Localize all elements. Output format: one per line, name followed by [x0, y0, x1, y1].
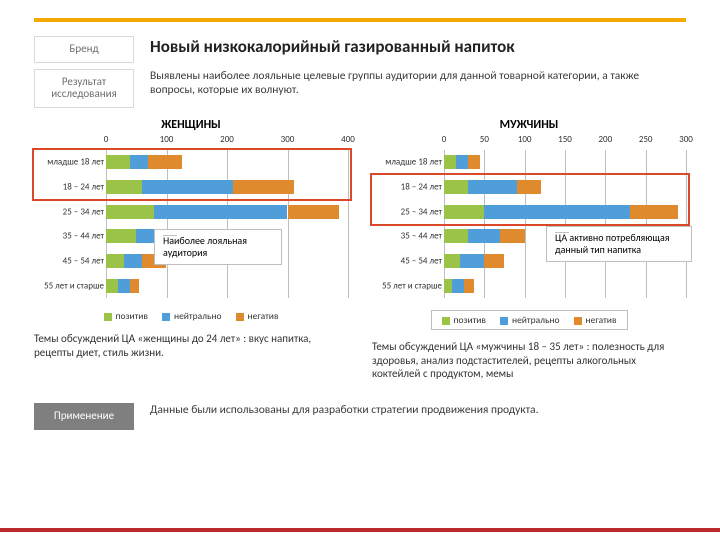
accent-bottom [0, 528, 720, 532]
category-label: 55 лет и старше [372, 281, 442, 290]
legend-item: нейтрально [500, 314, 560, 326]
callout: Наиболее лояльная аудитория [154, 229, 282, 265]
bar-segment-neu [118, 279, 130, 293]
bar-segment-neu [142, 180, 233, 194]
axis-tick: 50 [480, 134, 489, 145]
women-legend: позитив нейтрально негатив [34, 310, 348, 322]
legend-item: нейтрально [162, 310, 222, 322]
category-label: 45 – 54 лет [34, 256, 104, 265]
bar-segment-neu [154, 205, 287, 219]
bar-row [444, 155, 686, 169]
bar-segment-neg [468, 155, 480, 169]
bar-segment-neu [468, 229, 500, 243]
category-label: 35 – 44 лет [372, 232, 442, 241]
axis-tick: 200 [220, 134, 234, 145]
bar-row [106, 155, 348, 169]
bar-segment-neg [484, 254, 504, 268]
axis-tick: 0 [442, 134, 447, 145]
bar-segment-pos [106, 254, 124, 268]
men-title: МУЖЧИНЫ [372, 118, 686, 132]
category-label: 18 – 24 лет [34, 182, 104, 191]
bar-segment-neu [456, 155, 468, 169]
bar-segment-pos [444, 155, 456, 169]
legend-item: позитив [104, 310, 148, 322]
axis-tick: 200 [598, 134, 612, 145]
women-chart: ЖЕНЩИНЫ 0100200300400младше 18 лет18 – 2… [34, 118, 348, 381]
category-label: 25 – 34 лет [34, 207, 104, 216]
legend-item: негатив [236, 310, 279, 322]
men-discussion: Темы обсуждений ЦА «мужчины 18 – 35 лет»… [372, 340, 686, 381]
bar-segment-neu [460, 254, 484, 268]
axis-tick: 150 [558, 134, 572, 145]
bar-segment-neu [484, 205, 629, 219]
bar-row [444, 205, 686, 219]
application-text: Данные были использованы для разработки … [150, 403, 538, 417]
brand-label: Бренд [34, 36, 134, 63]
bar-segment-pos [106, 180, 142, 194]
men-legend: позитив нейтрально негатив [431, 310, 628, 330]
category-label: 45 – 54 лет [372, 256, 442, 265]
bar-segment-neg [233, 180, 294, 194]
women-discussion: Темы обсуждений ЦА «женщины до 24 лет» :… [34, 332, 348, 360]
axis-tick: 300 [679, 134, 693, 145]
bar-row [444, 180, 686, 194]
bar-segment-neg [288, 205, 339, 219]
bar-row [106, 180, 348, 194]
bar-segment-neu [130, 155, 148, 169]
bar-segment-pos [444, 254, 460, 268]
category-label: 35 – 44 лет [34, 232, 104, 241]
legend-item: позитив [442, 314, 486, 326]
bar-segment-neg [517, 180, 541, 194]
bar-segment-pos [444, 180, 468, 194]
bar-segment-neg [130, 279, 139, 293]
bar-segment-neu [468, 180, 516, 194]
bar-segment-neg [630, 205, 678, 219]
bar-row [106, 205, 348, 219]
result-label: Результат исследования [34, 69, 134, 108]
page-title: Новый низкокалорийный газированный напит… [150, 36, 515, 57]
bar-segment-pos [106, 229, 136, 243]
women-title: ЖЕНЩИНЫ [34, 118, 348, 132]
callout: ЦА активно потребляющая данный тип напит… [546, 226, 692, 262]
legend-item: негатив [574, 314, 617, 326]
accent-top [34, 18, 686, 22]
bar-segment-pos [444, 205, 484, 219]
bar-row [106, 279, 348, 293]
bar-row [444, 279, 686, 293]
category-label: 55 лет и старше [34, 281, 104, 290]
category-label: младше 18 лет [372, 158, 442, 167]
axis-tick: 250 [639, 134, 653, 145]
axis-tick: 0 [104, 134, 109, 145]
bar-segment-pos [106, 279, 118, 293]
bar-segment-neg [500, 229, 524, 243]
application-label: Применение [34, 403, 134, 430]
bar-segment-pos [444, 229, 468, 243]
category-label: 18 – 24 лет [372, 182, 442, 191]
category-label: младше 18 лет [34, 158, 104, 167]
bar-segment-neg [148, 155, 181, 169]
axis-tick: 100 [518, 134, 532, 145]
axis-tick: 300 [281, 134, 295, 145]
bar-segment-neg [464, 279, 474, 293]
bar-segment-neu [452, 279, 464, 293]
result-text: Выявлены наиболее лояльные целевые групп… [150, 69, 686, 98]
bar-segment-pos [106, 205, 154, 219]
bar-segment-neu [124, 254, 142, 268]
bar-segment-pos [444, 279, 452, 293]
men-chart: МУЖЧИНЫ 050100150200250300младше 18 лет1… [372, 118, 686, 381]
axis-tick: 100 [160, 134, 174, 145]
category-label: 25 – 34 лет [372, 207, 442, 216]
axis-tick: 400 [341, 134, 355, 145]
bar-segment-pos [106, 155, 130, 169]
